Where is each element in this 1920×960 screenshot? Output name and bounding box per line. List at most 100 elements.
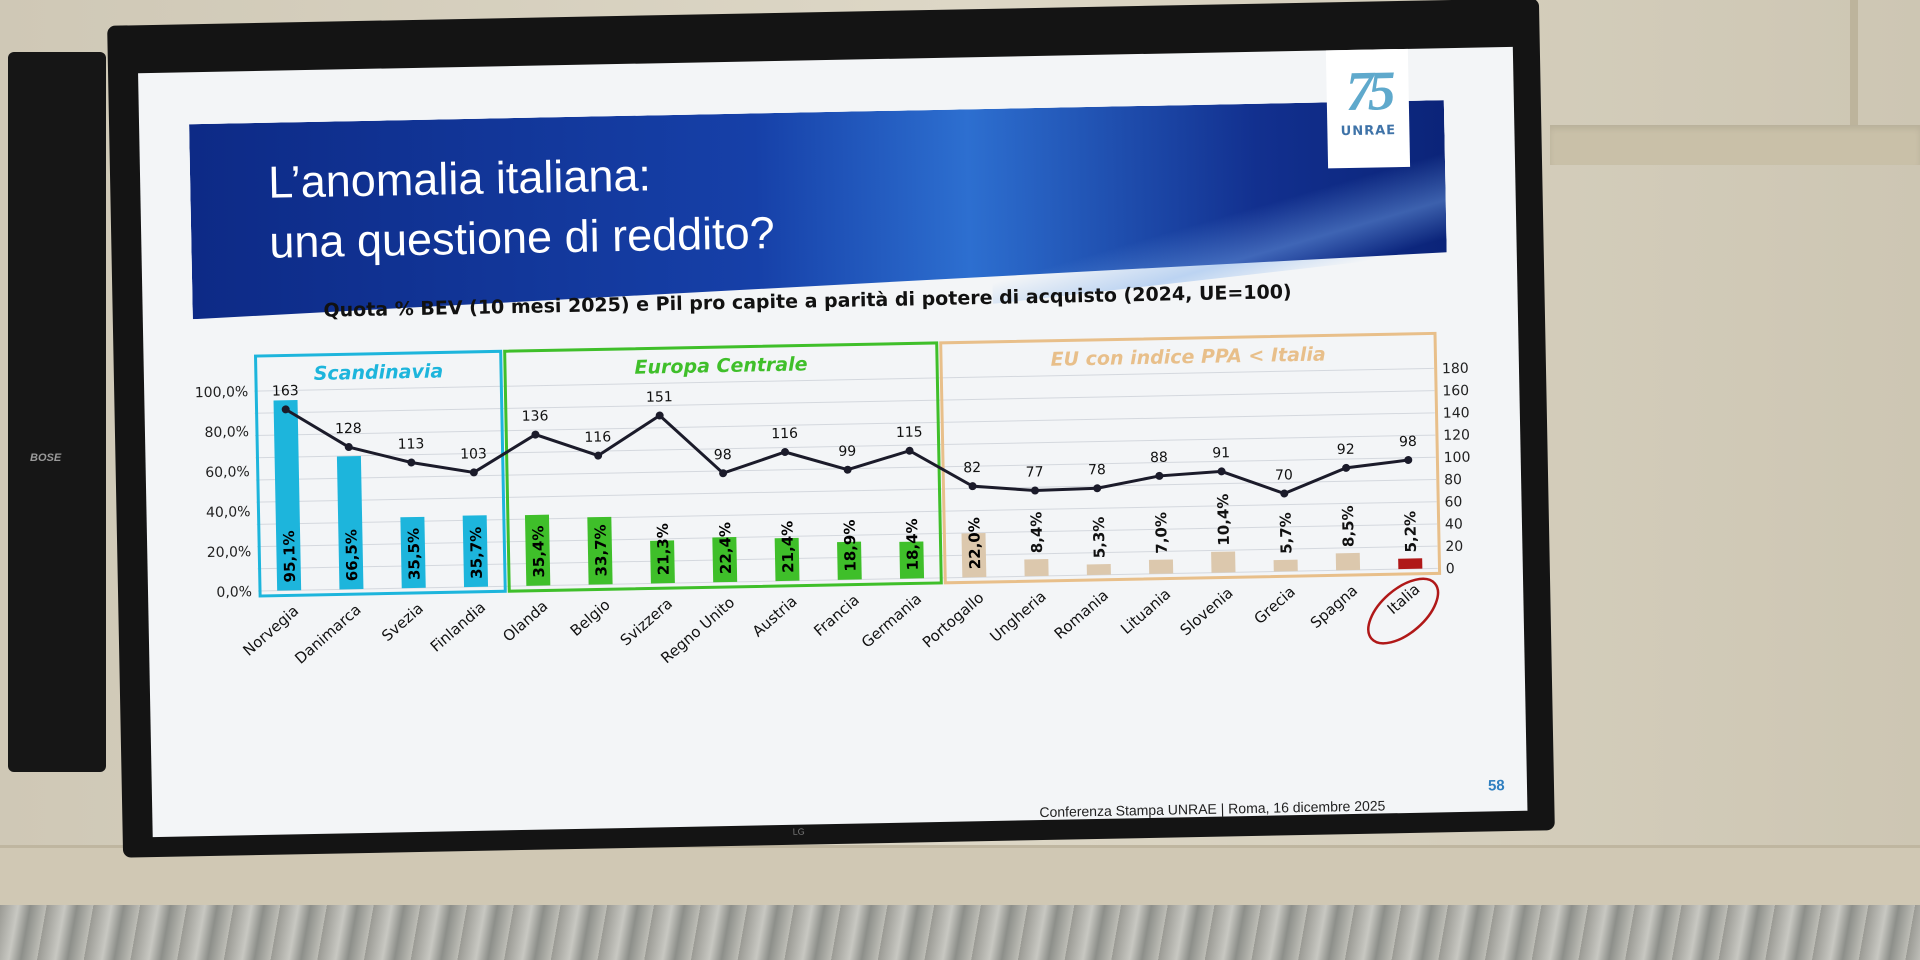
wall-molding — [1550, 125, 1920, 165]
pil-point — [1342, 463, 1351, 472]
tv-brand: LG — [792, 826, 805, 837]
pil-point — [1217, 467, 1226, 476]
pil-value-label: 128 — [335, 421, 362, 438]
y-tick-label: 40,0% — [206, 504, 251, 521]
speaker-brand: BOSE — [30, 452, 62, 464]
bar-value-label: 22,0% — [965, 517, 984, 569]
pil-value-label: 77 — [1026, 464, 1044, 480]
pil-value-label: 136 — [522, 408, 549, 425]
pil-point — [781, 447, 790, 456]
y2-tick-label: 60 — [1444, 494, 1462, 510]
bar-value-label: 22,4% — [716, 522, 735, 574]
pil-point — [1404, 456, 1413, 465]
grid-lines — [254, 367, 1438, 592]
pil-value-label: 98 — [714, 447, 732, 463]
pil-point — [1280, 489, 1289, 498]
category-label: Svezia — [378, 599, 427, 645]
pil-point — [1030, 486, 1039, 495]
group-label: EU con indice PPA < Italia — [1050, 343, 1326, 370]
bar-value-label: 5,3% — [1090, 516, 1109, 558]
pil-value-label: 115 — [896, 424, 923, 441]
bar-value-label: 33,7% — [591, 524, 610, 576]
marble-base — [0, 905, 1920, 960]
group-box — [503, 341, 943, 593]
pil-point — [531, 430, 540, 439]
bev-pil-chart: Quota % BEV (10 mesi 2025) e Pil pro cap… — [195, 281, 1471, 667]
grid-line — [256, 501, 1437, 525]
category-label: Spagna — [1307, 581, 1361, 632]
pil-point — [281, 405, 290, 414]
wall-panel-line — [1850, 0, 1858, 125]
category-label: Slovenia — [1177, 584, 1237, 640]
tv-frame: L’anomalia italiana: una questione di re… — [107, 0, 1555, 858]
bar — [587, 516, 613, 585]
y2-tick-label: 20 — [1445, 539, 1463, 555]
bar — [650, 540, 675, 584]
category-label: Italia — [1384, 580, 1424, 618]
category-label: Norvegia — [239, 602, 302, 660]
y-tick-label: 0,0% — [216, 584, 252, 601]
pil-point — [344, 443, 353, 452]
pil-point — [968, 482, 977, 491]
y-tick-label: 80,0% — [204, 424, 249, 441]
bar — [1273, 559, 1298, 572]
grid-line — [255, 412, 1435, 437]
y2-tick-label: 140 — [1443, 405, 1470, 422]
page-number: 58 — [1487, 777, 1505, 795]
pil-value-label: 151 — [646, 389, 673, 406]
bar — [273, 400, 302, 591]
bar — [961, 533, 987, 578]
bar-value-label: 18,4% — [903, 518, 922, 570]
bar — [712, 537, 738, 583]
pil-value-label: 103 — [460, 446, 487, 463]
pil-value-label: 70 — [1275, 467, 1293, 483]
pil-point — [1093, 484, 1102, 493]
axes: 0,0% 20,0% 40,0% 60,0% 80,0% 100,0% 0 20 40 60 80 1… — [195, 361, 1471, 601]
y-tick-label: 100,0% — [195, 384, 249, 401]
bar — [1086, 564, 1111, 576]
category-label: Grecia — [1251, 583, 1299, 628]
y2-tick-label: 0 — [1446, 561, 1455, 577]
category-label: Francia — [810, 591, 863, 640]
bar-value-label: 8,4% — [1027, 511, 1046, 553]
bar-value-label: 21,4% — [778, 521, 797, 573]
group-box — [939, 331, 1442, 585]
bar — [1335, 552, 1361, 571]
bar — [1211, 551, 1236, 573]
category-label: Portogallo — [919, 589, 987, 652]
bar — [400, 516, 426, 589]
pil-value-label: 78 — [1088, 462, 1106, 478]
bar-value-label: 35,4% — [529, 525, 548, 577]
bar-value-label: 5,2% — [1401, 511, 1420, 553]
bar — [336, 456, 364, 590]
speaker: BOSE — [8, 52, 106, 772]
pil-point — [905, 446, 914, 455]
bars: 95,1% 66,5% 35,5% 35,7% 35,4% 33,7% 21,3% 22,4%… — [273, 400, 1423, 591]
group-label: Scandinavia — [314, 360, 444, 384]
pil-value-label: 92 — [1337, 442, 1355, 458]
y2-tick-label: 80 — [1444, 472, 1462, 488]
group-boxes: Scandinavia Europa Centrale EU con indice … — [253, 331, 1442, 598]
bar — [774, 537, 800, 582]
grid-line — [254, 367, 1434, 392]
italia-highlight-circle — [1367, 577, 1440, 645]
bar-value-label: 35,7% — [467, 527, 486, 579]
pil-value-label: 116 — [584, 429, 611, 446]
chart-title: Quota % BEV (10 mesi 2025) e Pil pro cap… — [323, 281, 1292, 322]
y2-tick-label: 40 — [1445, 516, 1463, 532]
category-label: Olanda — [499, 597, 551, 646]
shelf — [0, 845, 1920, 908]
bar — [1024, 559, 1049, 577]
grid-line — [256, 479, 1437, 503]
bar — [899, 541, 925, 579]
bar-value-label: 35,5% — [405, 528, 424, 580]
pil-line: 163 128 113 103 136 116 151 98 116 99 115 82 77 78 88 9… — [272, 383, 1417, 498]
bar-value-label: 95,1% — [280, 530, 299, 582]
y2-tick-label: 100 — [1444, 450, 1471, 467]
category-label: Danimarca — [291, 600, 364, 667]
bar-value-label: 7,0% — [1152, 512, 1171, 554]
category-label: Austria — [749, 592, 801, 640]
category-label: Romania — [1051, 586, 1112, 643]
bar-value-label: 10,4% — [1214, 493, 1233, 545]
pil-value-label: 113 — [397, 436, 424, 453]
